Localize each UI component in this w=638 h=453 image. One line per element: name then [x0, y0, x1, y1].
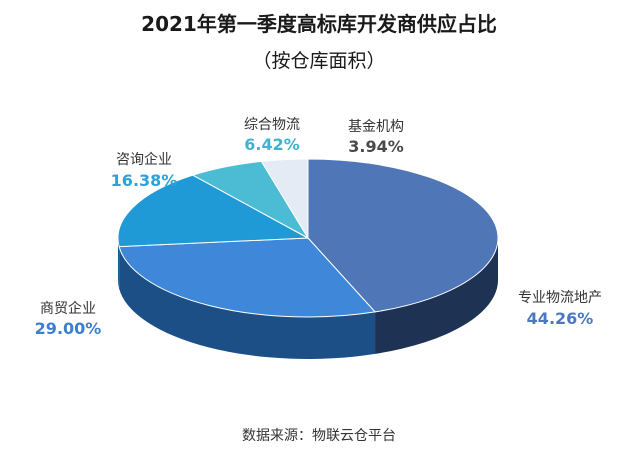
value-label-综合物流: 6.42% — [244, 135, 300, 154]
value-label-咨询企业: 16.38% — [111, 171, 178, 190]
category-label-咨询企业: 咨询企业 — [116, 151, 172, 168]
value-label-基金机构: 3.94% — [348, 137, 404, 156]
pie-slice-咨询企业 — [117, 174, 310, 248]
pie-group — [117, 158, 499, 359]
value-label-商贸企业: 29.00% — [35, 319, 102, 338]
pie-slice-专业物流地产 — [307, 158, 499, 313]
category-label-综合物流: 综合物流 — [244, 117, 300, 133]
pie-slice-商贸企业 — [118, 237, 377, 318]
category-label-商贸企业: 商贸企业 — [40, 300, 96, 317]
category-label-基金机构: 基金机构 — [348, 118, 404, 135]
pie-side-专业物流地产 — [375, 238, 498, 354]
category-label-专业物流地产: 专业物流地产 — [518, 290, 602, 306]
pie-slice-基金机构 — [260, 158, 309, 240]
pie-side-商贸企业 — [119, 246, 376, 359]
chart-subtitle: （按仓库面积） — [252, 50, 385, 72]
source-note: 数据来源：物联云仓平台 — [242, 428, 396, 444]
chart-title: 2021年第一季度高标库开发商供应占比 — [141, 12, 497, 36]
pie-side-咨询企业 — [118, 238, 120, 289]
value-label-专业物流地产: 44.26% — [527, 309, 594, 328]
